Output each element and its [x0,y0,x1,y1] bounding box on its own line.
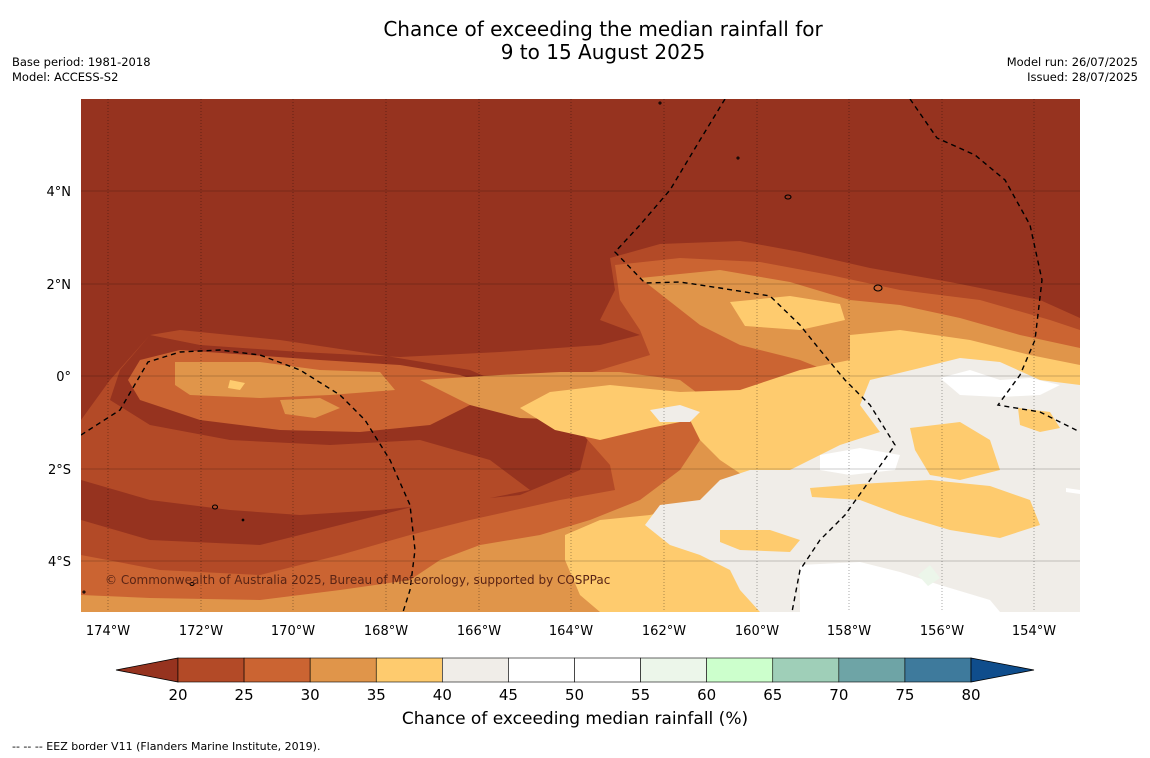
title-line-1: Chance of exceeding the median rainfall … [383,17,823,41]
islands [82,101,883,594]
colorbar-cell [442,657,509,683]
colorbar-tick-label: 70 [829,686,848,704]
lon-label: 162°W [642,624,686,639]
colorbar-cell [772,657,840,683]
colorbar-cell [177,657,245,683]
colorbar-tick-labels: 20 25 30 35 40 45 50 55 60 65 70 75 80 [168,686,980,704]
colorbar: 20 25 30 35 40 45 50 55 60 65 70 75 80 [115,657,1035,704]
lon-label: 168°W [364,624,408,639]
lon-label: 160°W [735,624,779,639]
band-30-35-west-patch [280,398,340,418]
lat-tick-labels: 4°N 2°N 0° 2°S 4°S [47,185,72,570]
issued-text: Issued: 28/07/2025 [1027,70,1138,84]
lon-label: 164°W [549,624,593,639]
colorbar-tick-label: 45 [499,686,518,704]
lat-label: 4°S [48,555,71,570]
colorbar-tick-label: 65 [763,686,782,704]
colorbar-cell [574,657,641,683]
lat-label: 4°N [47,185,72,200]
lon-label: 156°W [920,624,964,639]
lon-label: 174°W [86,624,130,639]
lon-tick-labels: 174°W 172°W 170°W 168°W 166°W 164°W 162°… [86,624,1056,639]
colorbar-tick-label: 40 [433,686,452,704]
colorbar-cell [904,657,972,683]
colorbar-cell [706,657,774,683]
colorbar-under-arrow [115,657,179,683]
colorbar-tick-label: 55 [631,686,650,704]
colorbar-cell [838,657,906,683]
copyright-text: © Commonwealth of Australia 2025, Bureau… [105,573,610,587]
band-55-60-patch [918,565,940,586]
colorbar-tick-label: 50 [565,686,584,704]
chart-title: Chance of exceeding the median rainfall … [303,18,903,64]
colorbar-cell [640,657,707,683]
rainfall-map-area: © Commonwealth of Australia 2025, Bureau… [81,99,1080,612]
colorbar-tick-label: 35 [367,686,386,704]
colorbar-tick-label: 60 [697,686,716,704]
colorbar-tick-label: 25 [235,686,254,704]
lat-label: 2°N [47,278,72,293]
meta-right: Model run: 26/07/2025 Issued: 28/07/2025 [1007,55,1138,85]
model-text: Model: ACCESS-S2 [12,70,119,84]
model-run-text: Model run: 26/07/2025 [1006,55,1138,69]
colorbar-cell [309,657,377,683]
base-period-text: Base period: 1981-2018 [12,55,151,69]
colorbar-tick-label: 30 [301,686,320,704]
colorbar-cell [375,657,443,683]
band-35-40-east-patch [720,408,1060,552]
colorbar-over-arrow [970,657,1035,683]
band-45-55-patch [800,370,1080,612]
lon-label: 158°W [827,624,871,639]
lon-label: 170°W [271,624,315,639]
colorbar-tick-label: 20 [168,686,187,704]
parallel-gridlines [81,190,1080,562]
colorbar-cell [243,657,311,683]
colorbar-cells [177,657,972,683]
title-line-2: 9 to 15 August 2025 [500,40,706,64]
colorbar-tick-label: 80 [961,686,980,704]
lat-label: 2°S [48,463,71,478]
lon-label: 172°W [179,624,223,639]
eez-footnote: -- -- -- EEZ border V11 (Flanders Marine… [12,740,321,753]
colorbar-tick-label: 75 [895,686,914,704]
colorbar-cell [508,657,575,683]
meta-left: Base period: 1981-2018 Model: ACCESS-S2 [12,55,151,85]
eez-borders [81,99,1080,612]
colorbar-label: Chance of exceeding median rainfall (%) [401,709,749,729]
band-40-45-patch [650,405,700,422]
lat-label: 0° [56,370,71,385]
lon-label: 154°W [1012,624,1056,639]
lon-label: 166°W [457,624,501,639]
